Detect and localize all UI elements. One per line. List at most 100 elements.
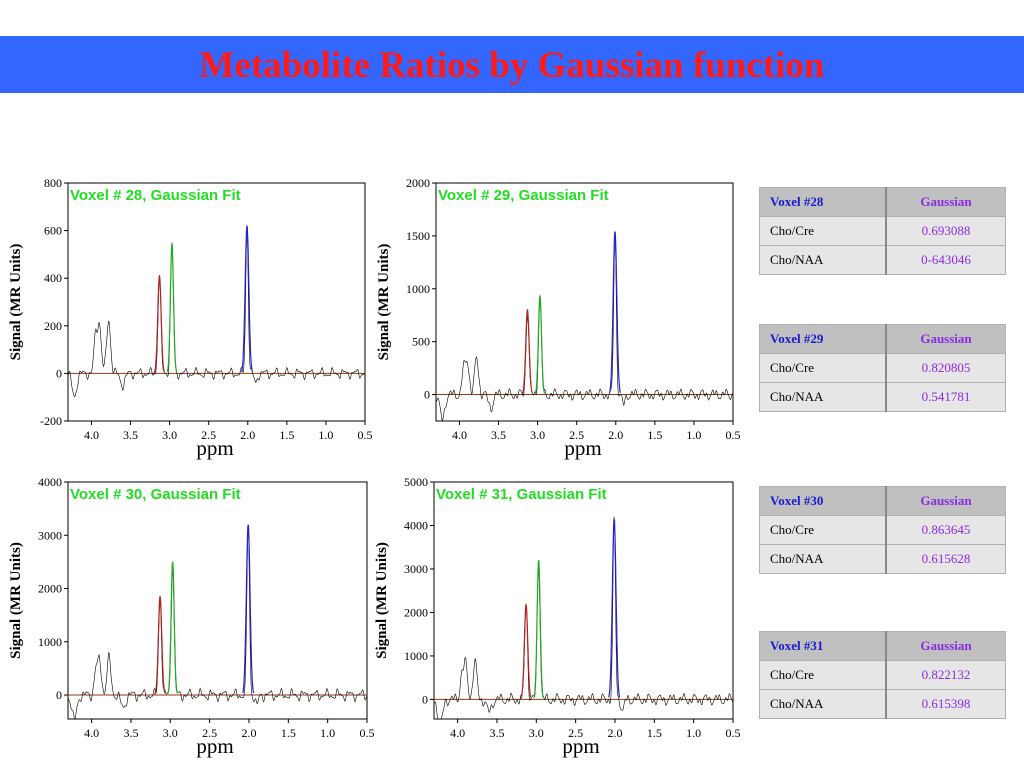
x-tick-label: 2.5 <box>201 428 216 442</box>
y-axis-title: Signal (MR Units) <box>376 244 392 361</box>
table-row-value: 0.541781 <box>885 382 1006 412</box>
x-tick-label: 0.5 <box>726 726 741 740</box>
table-row-label: Cho/NAA <box>759 689 887 719</box>
table-row-label: Cho/Cre <box>759 216 887 246</box>
y-tick-label: 3000 <box>404 562 428 576</box>
ratio-table-voxel-30: Voxel #30 Gaussian Cho/Cre 0.863645 Cho/NA… <box>759 486 1006 574</box>
plot-title: Voxel # 29, Gaussian Fit <box>438 187 609 204</box>
x-tick-label: 3.0 <box>530 428 545 442</box>
chart-3: 0 1000 2000 3000 4000 4.0 3.5 3.0 2.5 2.0 1.5 1.0 0.… <box>8 475 375 758</box>
table-row-value: 0.693088 <box>885 216 1006 246</box>
x-tick-label: 2.0 <box>608 428 623 442</box>
y-axis-title: Signal (MR Units) <box>8 244 24 361</box>
y-tick-label: 0 <box>56 688 62 702</box>
y-tick-label: 0 <box>424 388 430 402</box>
plot-title: Voxel # 31, Gaussian Fit <box>436 486 607 503</box>
plot-frame <box>67 481 368 720</box>
y-tick-label: 4000 <box>404 518 428 532</box>
table-row-label: Cho/Cre <box>759 660 887 690</box>
table-method-label: Gaussian <box>885 187 1006 217</box>
table-method-label: Gaussian <box>885 324 1006 354</box>
table-voxel-label: Voxel #30 <box>759 486 887 516</box>
table-row-label: Cho/NAA <box>759 544 887 574</box>
y-tick-label: 200 <box>44 319 62 333</box>
x-tick-label: 1.0 <box>320 726 335 740</box>
table-row-value: 0-643046 <box>885 245 1006 275</box>
x-axis-title: ppm <box>564 436 601 460</box>
raw-spectrum-line <box>68 229 365 398</box>
raw-spectrum-line <box>436 234 733 421</box>
x-tick-label: 3.0 <box>162 428 177 442</box>
x-tick-label: 2.0 <box>240 428 255 442</box>
cre-peak-line <box>167 561 178 694</box>
naa-peak-line <box>608 518 621 698</box>
table-voxel-label: Voxel #28 <box>759 187 887 217</box>
raw-spectrum-line <box>434 516 733 719</box>
cho-peak-line <box>520 603 532 700</box>
x-tick-label: 4.0 <box>452 428 467 442</box>
table-row-label: Cho/NAA <box>759 382 887 412</box>
y-tick-label: 500 <box>412 335 430 349</box>
ratio-table-voxel-28: Voxel #28 Gaussian Cho/Cre 0.693088 Cho/NA… <box>759 187 1006 275</box>
x-tick-label: 1.0 <box>318 428 333 442</box>
x-tick-label: 0.5 <box>358 428 373 442</box>
y-tick-label: 0 <box>56 366 62 380</box>
cho-peak-line <box>153 274 165 374</box>
chart-4: 0 1000 2000 3000 4000 5000 4.0 3.5 3.0 2.5 2.0 1.5 1… <box>374 475 741 758</box>
table-method-label: Gaussian <box>885 486 1006 516</box>
y-tick-label: 5000 <box>404 475 428 489</box>
x-tick-label: 2.5 <box>568 726 583 740</box>
plot-frame <box>435 182 734 422</box>
x-tick-label: 4.0 <box>84 428 99 442</box>
plot-frame <box>433 481 734 720</box>
x-tick-label: 4.0 <box>84 726 99 740</box>
x-tick-label: 3.5 <box>123 428 138 442</box>
table-row-label: Cho/NAA <box>759 245 887 275</box>
table-row-value: 0.822132 <box>885 660 1006 690</box>
y-axis-title: Signal (MR Units) <box>8 542 24 659</box>
x-tick-label: 1.0 <box>686 726 701 740</box>
table-row-value: 0.820805 <box>885 353 1006 383</box>
plot-title: Voxel # 28, Gaussian Fit <box>70 187 241 204</box>
table-voxel-label: Voxel #31 <box>759 631 887 661</box>
cre-peak-line <box>534 294 546 394</box>
table-method-label: Gaussian <box>885 631 1006 661</box>
y-tick-label: 1000 <box>406 282 430 296</box>
y-tick-label: 2000 <box>38 582 62 596</box>
cho-peak-line <box>154 595 166 695</box>
naa-peak-line <box>240 225 254 372</box>
x-tick-label: 2.5 <box>569 428 584 442</box>
x-tick-label: 1.0 <box>686 428 701 442</box>
y-tick-label: 1000 <box>404 649 428 663</box>
title-banner <box>0 36 1024 93</box>
table-row-value: 0.863645 <box>885 515 1006 545</box>
chart-2: 0 500 1000 1500 2000 4.0 3.5 3.0 2.5 2.0 1.5 1.0 0.5… <box>376 176 741 460</box>
table-row-value: 0.615628 <box>885 544 1006 574</box>
y-tick-label: 400 <box>44 271 62 285</box>
y-tick-label: -200 <box>40 414 62 428</box>
y-tick-label: 800 <box>44 176 62 190</box>
x-tick-label: 3.5 <box>489 726 504 740</box>
y-tick-label: 1500 <box>406 229 430 243</box>
naa-peak-line <box>242 524 255 694</box>
plot-frame <box>67 182 366 422</box>
x-tick-label: 2.0 <box>241 726 256 740</box>
table-row-value: 0.615398 <box>885 689 1006 719</box>
y-tick-label: 3000 <box>38 528 62 542</box>
y-axis-title: Signal (MR Units) <box>374 542 390 659</box>
x-tick-label: 1.5 <box>647 428 662 442</box>
chart-1: -200 0 200 400 600 800 4.0 3.5 3.0 2.5 2.0 1.5 1.0 0.… <box>8 176 373 460</box>
x-tick-label: 3.0 <box>529 726 544 740</box>
table-row-label: Cho/Cre <box>759 353 887 383</box>
x-tick-label: 1.5 <box>281 726 296 740</box>
x-tick-label: 2.0 <box>607 726 622 740</box>
y-tick-label: 600 <box>44 224 62 238</box>
ratio-table-voxel-31: Voxel #31 Gaussian Cho/Cre 0.822132 Cho/NA… <box>759 631 1006 719</box>
table-row-label: Cho/Cre <box>759 515 887 545</box>
x-tick-label: 3.5 <box>123 726 138 740</box>
x-axis-title: ppm <box>196 734 233 758</box>
x-tick-label: 3.5 <box>491 428 506 442</box>
page-title: Metabolite Ratios by Gaussian function <box>199 45 825 86</box>
cre-peak-line <box>533 560 544 699</box>
x-tick-label: 1.5 <box>279 428 294 442</box>
